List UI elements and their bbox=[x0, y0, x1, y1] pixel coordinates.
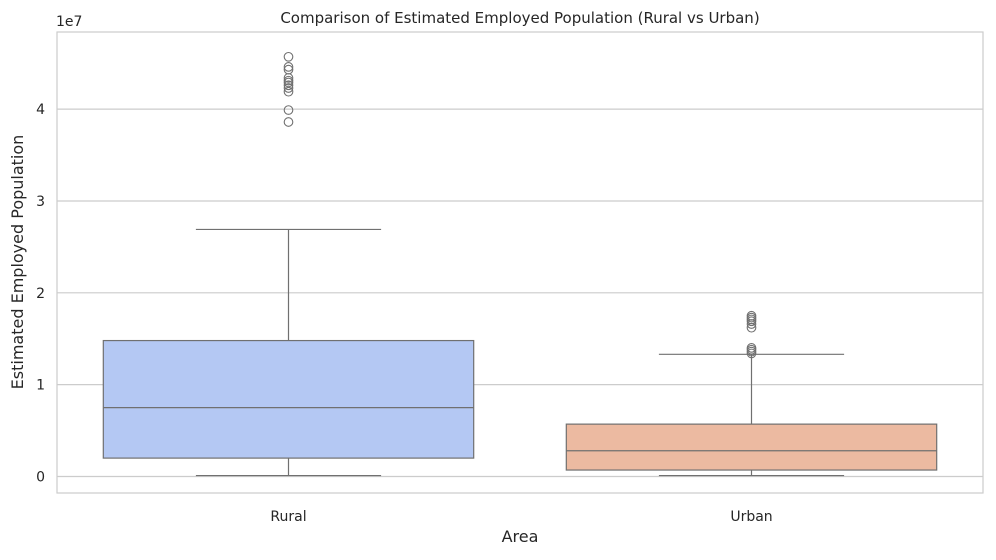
y-axis-label: Estimated Employed Population bbox=[8, 135, 27, 390]
outlier-point bbox=[746, 343, 757, 353]
y-tick-label: 3 bbox=[36, 194, 45, 210]
boxes bbox=[102, 51, 938, 477]
outlier-point bbox=[283, 64, 294, 75]
outlier-point bbox=[283, 80, 294, 91]
box-iqr bbox=[565, 423, 938, 471]
outlier-point bbox=[283, 117, 294, 127]
y-tick-label: 1 bbox=[36, 378, 45, 394]
x-axis-label: Area bbox=[502, 527, 539, 546]
x-tick-labels: Rural Urban bbox=[270, 509, 772, 525]
x-tick-label: Urban bbox=[730, 509, 772, 525]
outlier-point bbox=[283, 75, 294, 86]
outlier-point bbox=[746, 310, 757, 321]
axes-frame bbox=[56, 31, 984, 494]
outlier-point bbox=[283, 51, 294, 62]
outlier-point bbox=[283, 86, 294, 97]
box-group-rural bbox=[102, 51, 475, 477]
chart-title: Comparison of Estimated Employed Populat… bbox=[280, 9, 759, 27]
y-tick-label: 2 bbox=[36, 286, 45, 302]
y-tick-labels: 0 1 2 3 4 bbox=[36, 102, 45, 485]
box-group-urban bbox=[565, 310, 938, 477]
outlier-point bbox=[283, 62, 294, 72]
box-iqr bbox=[102, 339, 475, 459]
y-tick-label: 4 bbox=[36, 102, 45, 118]
y-scale-label: 1e7 bbox=[56, 14, 82, 30]
x-tick-label: Rural bbox=[270, 509, 306, 525]
y-tick-label: 0 bbox=[36, 469, 45, 485]
outlier-point bbox=[283, 83, 294, 93]
outlier-point bbox=[283, 105, 294, 115]
